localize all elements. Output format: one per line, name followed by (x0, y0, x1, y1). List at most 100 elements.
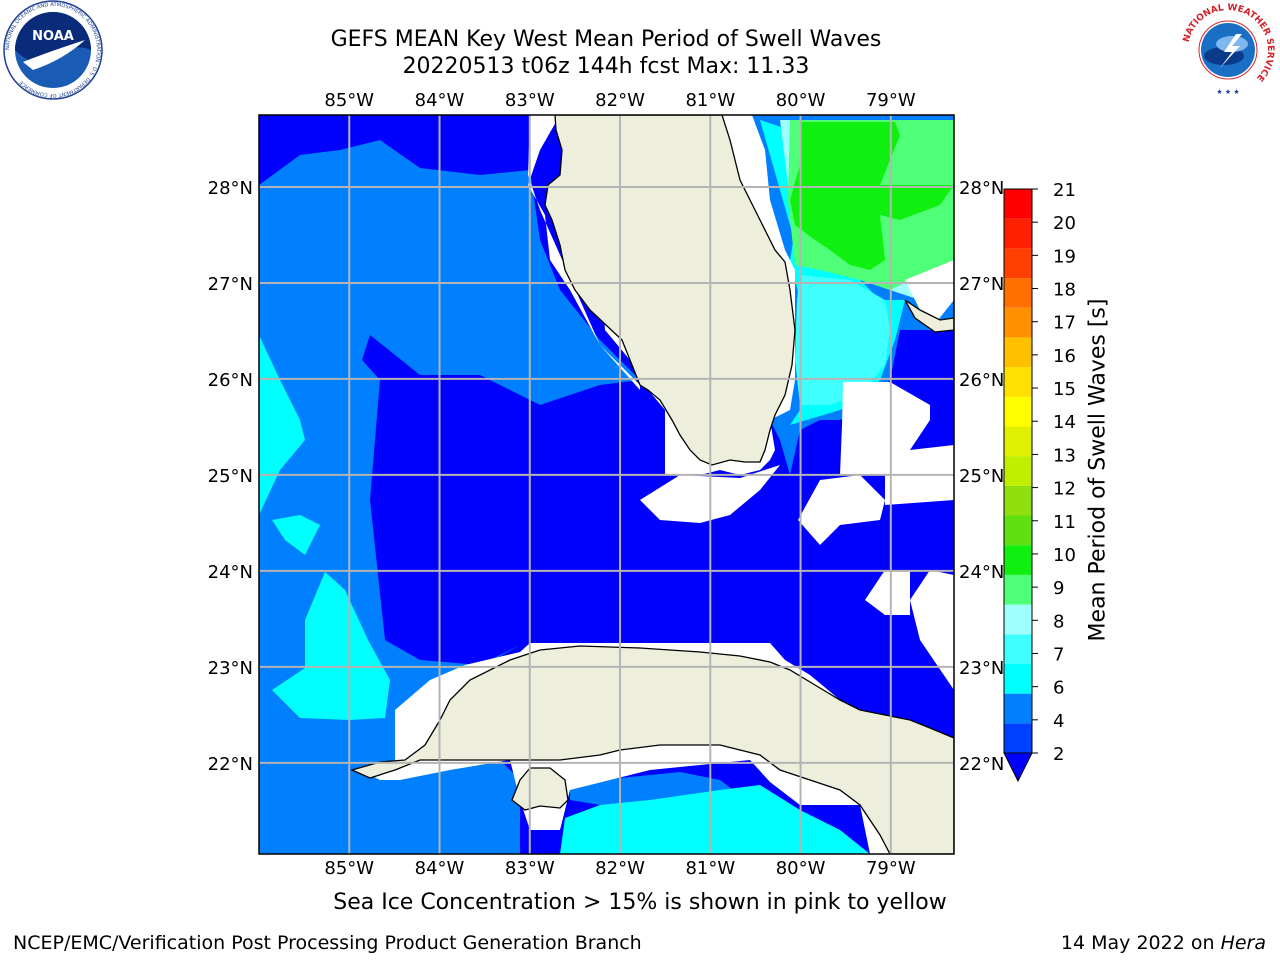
lon-label-top: 85°W (324, 90, 374, 111)
footer-credit: NCEP/EMC/Verification Post Processing Pr… (13, 932, 642, 954)
colorbar-tick-label: 20 (1053, 213, 1076, 234)
colorbar-tick-label: 4 (1053, 711, 1064, 732)
lon-label-top: 80°W (776, 90, 826, 111)
land-florida (544, 115, 796, 466)
band-6-7-west-2 (272, 515, 320, 555)
lat-labels-right: 28°N 27°N 26°N 25°N 24°N 23°N 22°N (959, 178, 1004, 775)
lat-label-left: 23°N (208, 658, 253, 679)
colorbar-segment (1004, 396, 1032, 427)
lat-label-right: 28°N (959, 178, 1004, 199)
colorbar-segment (1004, 248, 1032, 279)
noaa-logo: NATIONAL OCEANIC AND ATMOSPHERIC ADMINIS… (3, 0, 103, 100)
missing-bahamas-4 (910, 570, 954, 690)
lat-label-left: 24°N (208, 562, 253, 583)
colorbar-segment (1004, 693, 1032, 724)
lon-label-bottom: 81°W (685, 858, 735, 879)
band-6-7-southwest (272, 572, 390, 720)
colorbar-tick-label: 11 (1053, 512, 1076, 533)
colorbar-tick-label: 15 (1053, 379, 1076, 400)
colorbar-tick-label: 10 (1053, 545, 1076, 566)
lon-label-top: 82°W (595, 90, 645, 111)
lat-label-left: 22°N (208, 754, 253, 775)
lat-label-left: 25°N (208, 466, 253, 487)
noaa-logo-text: NOAA (32, 29, 74, 44)
lat-label-right: 27°N (959, 274, 1004, 295)
colorbar-tick-label: 17 (1053, 313, 1076, 334)
colorbar-segment (1004, 604, 1032, 635)
colorbar-segment (1004, 663, 1032, 694)
lat-labels-left: 28°N 27°N 26°N 25°N 24°N 23°N 22°N (208, 178, 253, 775)
footer-date: 14 May 2022 on Hera (1061, 932, 1266, 954)
colorbar-tick-label: 16 (1053, 346, 1076, 367)
lat-label-right: 23°N (959, 658, 1004, 679)
colorbar-segment (1004, 218, 1032, 249)
missing-bahamas-2 (798, 475, 885, 545)
colorbar-tick-label: 9 (1053, 578, 1064, 599)
lat-label-left: 27°N (208, 274, 253, 295)
lon-labels-top: 85°W 84°W 83°W 82°W 81°W 80°W 79°W (324, 90, 915, 111)
map-gridlines (259, 115, 954, 854)
lon-label-bottom: 83°W (505, 858, 555, 879)
lon-label-bottom: 80°W (776, 858, 826, 879)
map-field (259, 115, 954, 854)
colorbar-tick-label: 21 (1053, 180, 1076, 201)
lon-label-top: 81°W (685, 90, 735, 111)
lat-label-right: 24°N (959, 562, 1004, 583)
map-frame (258, 114, 955, 855)
band-10-11-east (790, 122, 954, 270)
svg-text:★ ★ ★: ★ ★ ★ (1216, 88, 1239, 96)
sea-ice-note: Sea Ice Concentration > 15% is shown in … (333, 890, 947, 915)
lat-label-right: 25°N (959, 466, 1004, 487)
colorbar-segment (1004, 367, 1032, 397)
lat-label-left: 28°N (208, 178, 253, 199)
lon-label-bottom: 84°W (415, 858, 465, 879)
colorbar: 2 4 6 7 8 9 10 11 12 13 14 15 16 17 18 19 20 21 (1003, 180, 1076, 783)
land-andros (904, 299, 954, 333)
colorbar-segment (1004, 545, 1032, 575)
colorbar-segment (1004, 189, 1032, 219)
lon-label-bottom: 79°W (866, 858, 916, 879)
lat-label-right: 26°N (959, 370, 1004, 391)
lon-label-top: 79°W (866, 90, 916, 111)
lon-label-bottom: 82°W (595, 858, 645, 879)
colorbar-tick-label: 2 (1053, 744, 1064, 765)
colorbar-tick-label: 18 (1053, 280, 1076, 301)
colorbar-segment (1004, 456, 1032, 486)
missing-bahamas-3 (865, 570, 910, 615)
land-isle-of-youth (511, 767, 569, 811)
lat-label-right: 22°N (959, 754, 1004, 775)
band-6-7-south (560, 785, 870, 854)
colorbar-segment (1004, 515, 1032, 546)
colorbar-segment (1004, 307, 1032, 338)
colorbar-segment (1004, 485, 1032, 516)
colorbar-segment (1004, 426, 1032, 457)
colorbar-segment (1004, 574, 1032, 605)
land-cuba (350, 645, 954, 854)
lon-label-top: 83°W (505, 90, 555, 111)
lat-label-left: 26°N (208, 370, 253, 391)
colorbar-tick-label: 19 (1053, 246, 1076, 267)
colorbar-segment (1004, 278, 1032, 308)
footer-host: Hera (1220, 932, 1266, 954)
colorbar-segment (1004, 723, 1032, 753)
colorbar-frame (1003, 188, 1033, 754)
colorbar-label: Mean Period of Swell Waves [s] (1085, 298, 1111, 642)
colorbar-segment (1004, 634, 1032, 664)
colorbar-tick-label: 14 (1053, 412, 1076, 433)
colorbar-tick-label: 7 (1053, 644, 1064, 665)
chart-title: GEFS MEAN Key West Mean Period of Swell … (330, 27, 882, 52)
band-7-8-east (795, 275, 890, 405)
colorbar-extend-triangle (1003, 752, 1033, 783)
colorbar-tick-label: 12 (1053, 479, 1076, 500)
lon-labels-bottom: 85°W 84°W 83°W 82°W 81°W 80°W 79°W (324, 858, 915, 879)
lon-label-bottom: 85°W (324, 858, 374, 879)
footer-date-text: 14 May 2022 on (1060, 932, 1221, 954)
colorbar-tick-label: 13 (1053, 445, 1076, 466)
nws-logo: NATIONAL WEATHER SERVICE ★ ★ ★ (1180, 2, 1276, 98)
missing-bahamas-5 (905, 260, 954, 330)
colorbar-segment (1004, 337, 1032, 368)
colorbar-tick-label: 6 (1053, 678, 1064, 699)
lon-label-top: 84°W (415, 90, 465, 111)
